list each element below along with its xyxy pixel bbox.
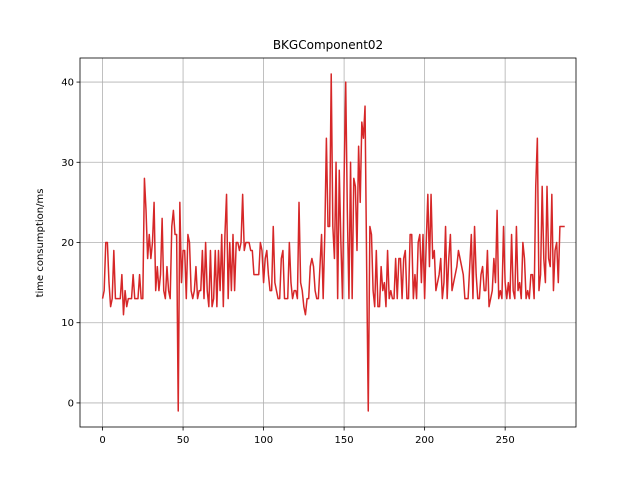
y-tick-label: 20	[61, 238, 74, 249]
x-axis: 0 50 100 150 200 250	[99, 427, 515, 446]
y-tick-label: 0	[68, 398, 74, 409]
y-axis-label: time consumption/ms	[35, 189, 46, 298]
x-tick-label: 0	[99, 435, 105, 446]
x-tick-label: 100	[254, 435, 273, 446]
series-layer	[101, 73, 565, 412]
series-line-0	[101, 73, 565, 412]
y-axis: 0 10 20 30 40	[61, 78, 80, 409]
chart-title: BKGComponent02	[273, 38, 383, 52]
grid	[80, 58, 576, 427]
y-tick-label: 40	[61, 78, 74, 89]
y-tick-label: 30	[61, 158, 74, 169]
x-tick-label: 50	[177, 435, 190, 446]
x-tick-label: 250	[496, 435, 515, 446]
x-tick-label: 200	[415, 435, 434, 446]
y-tick-label: 10	[61, 318, 74, 329]
x-tick-label: 150	[335, 435, 354, 446]
